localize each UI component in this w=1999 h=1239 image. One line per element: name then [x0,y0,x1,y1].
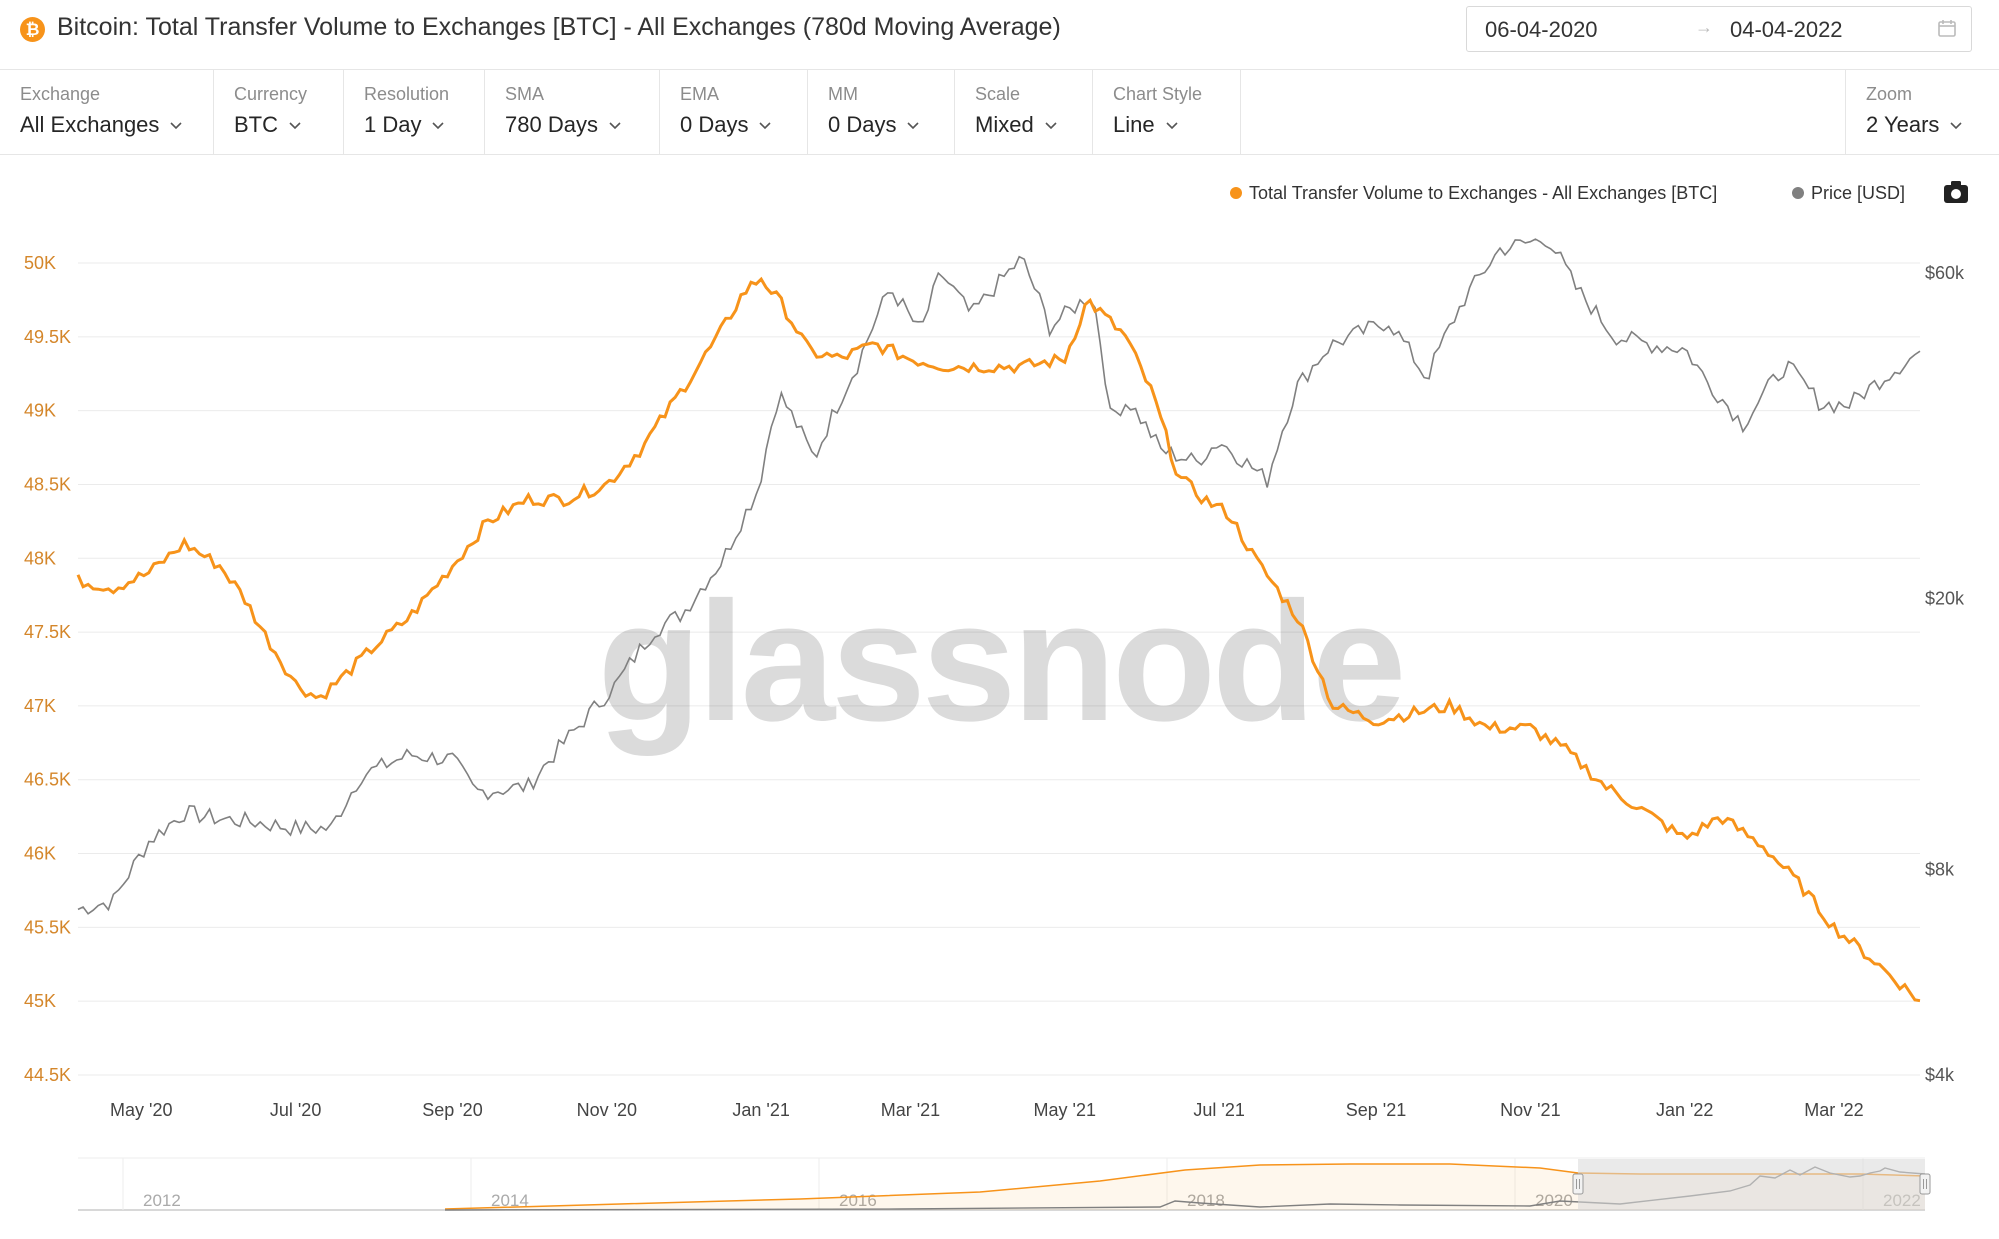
y-left-tick-label: 47.5K [24,622,71,642]
navigator-tick-label: 2020 [1535,1191,1573,1210]
navigator-tick-label: 2018 [1187,1191,1225,1210]
currency-select[interactable]: Currency BTC [214,70,344,154]
x-tick-label: Nov '21 [1500,1100,1560,1120]
ema-select[interactable]: EMA 0 Days [660,70,808,154]
chevron-down-icon [1950,122,1962,130]
bitcoin-logo-icon: ₿ [20,17,45,42]
mm-select[interactable]: MM 0 Days [808,70,955,154]
control-label: Resolution [364,84,450,104]
control-value[interactable]: Line [1113,112,1179,138]
x-tick-label: Jan '21 [732,1100,789,1120]
control-value[interactable]: All Exchanges [20,112,183,138]
control-label: Scale [975,84,1021,104]
range-arrow-icon: → [1695,17,1713,37]
navigator-tick-label: 2012 [143,1191,181,1210]
control-value[interactable]: 1 Day [364,112,445,138]
control-value[interactable]: Mixed [975,112,1058,138]
y-right-tick-label: $60k [1925,263,1965,283]
legend: Price [USD] Total Transfer Volume to Exch… [1230,183,1905,203]
chevron-down-icon [609,122,621,130]
right-axis: $60k $20k $8k $4k [1925,263,1965,1085]
date-range-picker[interactable]: 06-04-2020 → 04-04-2022 [1466,6,1972,52]
y-right-tick-label: $4k [1925,1065,1955,1085]
calendar-icon[interactable] [1937,18,1957,44]
control-label: Zoom [1866,84,1913,104]
date-from-input[interactable]: 06-04-2020 [1485,17,1598,42]
y-left-tick-label: 46.5K [24,770,71,790]
navigator-handle-right[interactable] [1919,1173,1931,1195]
series-group [76,238,1921,1003]
left-axis: 50K 49.5K 49K 48.5K 48K 47.5K 47K 46.5K 46K 45.5K… [24,253,71,1085]
x-axis: May '20 Jul '20 Sep '20 Nov '20 Jan '21 Mar '… [110,1100,1864,1120]
camera-icon[interactable] [1944,181,1968,203]
chart-style-select[interactable]: Chart Style Line [1093,70,1241,154]
control-value[interactable]: BTC [234,112,302,138]
y-right-tick-label: $8k [1925,860,1955,880]
y-left-tick-label: 49K [24,401,56,421]
chevron-down-icon [759,122,772,130]
x-tick-label: Sep '21 [1346,1100,1407,1120]
chevron-down-icon [907,122,920,130]
control-label: EMA [680,84,720,104]
grid-lines [78,262,1920,1076]
x-tick-label: Sep '20 [422,1100,483,1120]
chevron-down-icon [170,122,182,130]
legend-dot-volume [1230,187,1242,199]
date-to-input[interactable]: 04-04-2022 [1730,17,1843,42]
y-left-tick-label: 48.5K [24,474,71,494]
chart-title: Bitcoin: Total Transfer Volume to Exchan… [57,13,1061,41]
control-value[interactable]: 0 Days [828,112,920,138]
chart-controls: Exchange All Exchanges Currency BTC Reso… [0,70,1999,155]
legend-label-volume: Total Transfer Volume to Exchanges - All… [1249,183,1717,203]
control-label: MM [828,84,858,104]
control-value[interactable]: 780 Days [505,112,622,138]
x-tick-label: Jul '20 [270,1100,321,1120]
legend-dot-price [1792,187,1804,199]
navigator-handle-left[interactable] [1572,1173,1584,1195]
camera-lens [1951,189,1961,199]
y-right-tick-label: $20k [1925,588,1965,608]
control-label: Exchange [20,84,101,104]
navigator-tick-label: 2014 [491,1191,529,1210]
scale-select[interactable]: Scale Mixed [955,70,1093,154]
control-label: Chart Style [1113,84,1203,104]
x-tick-label: Jul '21 [1193,1100,1244,1120]
y-left-tick-label: 45.5K [24,917,71,937]
x-tick-label: May '21 [1034,1100,1096,1120]
chevron-down-icon [1166,122,1178,130]
y-left-tick-label: 50K [24,253,56,273]
exchange-select[interactable]: Exchange All Exchanges [0,70,214,154]
navigator-selection [1578,1159,1925,1210]
resolution-select[interactable]: Resolution 1 Day [344,70,485,154]
y-left-tick-label: 48K [24,548,56,568]
watermark: glassnode [598,567,1403,757]
chart-header: ₿ Bitcoin: Total Transfer Volume to Exch… [0,0,1999,70]
camera-top [1951,181,1961,187]
chevron-down-icon [432,122,445,130]
price-line [77,238,1921,915]
x-tick-label: Nov '20 [577,1100,637,1120]
y-left-tick-label: 45K [24,991,56,1011]
control-value[interactable]: 0 Days [680,112,772,138]
volume-line [76,276,1921,1003]
navigator[interactable]: 201220142016201820202022 [78,1157,1931,1211]
x-tick-label: Mar '22 [1804,1100,1863,1120]
chevron-down-icon [1045,122,1057,130]
x-tick-label: Jan '22 [1656,1100,1713,1120]
y-left-tick-label: 46K [24,844,56,864]
y-left-tick-label: 47K [24,696,56,716]
sma-select[interactable]: SMA 780 Days [485,70,660,154]
x-tick-label: May '20 [110,1100,172,1120]
zoom-select[interactable]: Zoom 2 Years [1845,70,1999,154]
y-left-tick-label: 49.5K [24,327,71,347]
legend-label-price: Price [USD] [1811,183,1905,203]
control-label: SMA [505,84,545,104]
y-left-tick-label: 44.5K [24,1065,71,1085]
control-value[interactable]: 2 Years [1866,112,1963,138]
chart-canvas[interactable]: glassnode 50K 49.5K 49K 48.5K 48K 47.5K 47K 46.… [0,155,1999,1239]
x-tick-label: Mar '21 [881,1100,940,1120]
control-label: Currency [234,84,308,104]
chevron-down-icon [289,122,301,130]
